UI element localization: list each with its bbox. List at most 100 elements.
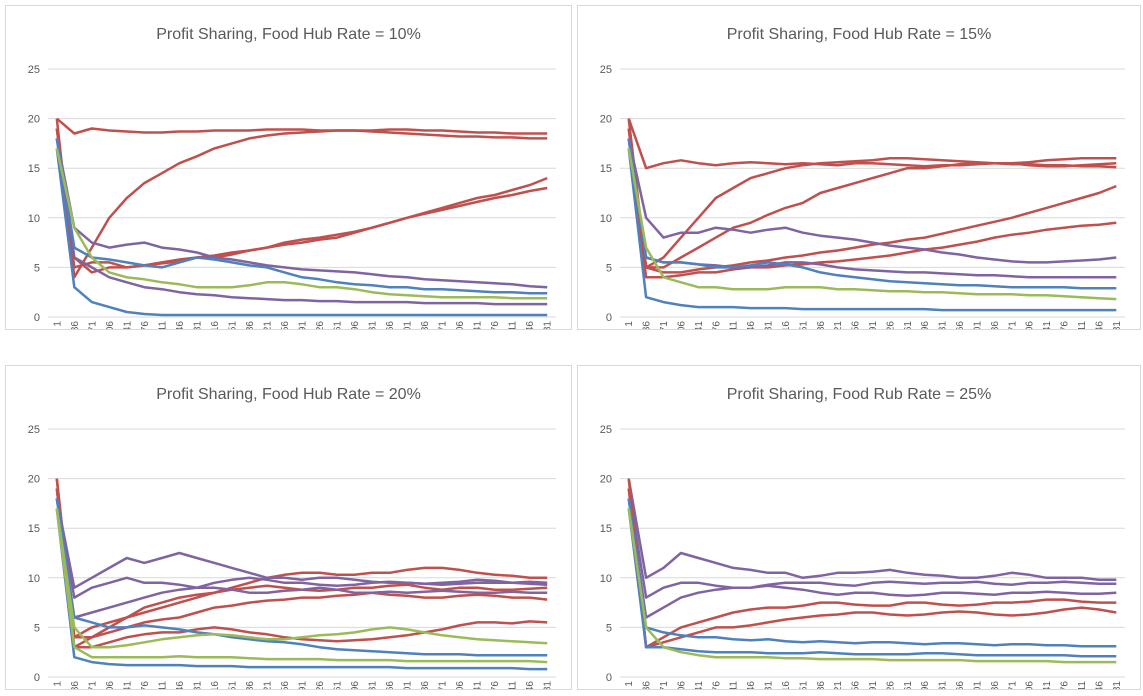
x-tick-label: 701 — [403, 681, 414, 689]
x-tick-label: 211 — [157, 321, 168, 329]
series-line — [627, 138, 1117, 264]
x-tick-label: 876 — [1060, 681, 1071, 689]
x-tick-label: 386 — [816, 321, 827, 329]
x-tick-label: 771 — [438, 321, 449, 329]
x-tick-label: 876 — [490, 321, 501, 329]
x-tick-label: 631 — [368, 321, 379, 329]
x-tick-label: 316 — [210, 321, 221, 329]
series-line — [627, 118, 1117, 170]
x-tick-label: 666 — [385, 321, 396, 329]
x-tick-label: 911 — [508, 681, 519, 689]
chart-panel: Profit Sharing, Food Hub Rate = 15% 0 5 10 1… — [577, 5, 1141, 338]
y-tick-label: 10 — [600, 573, 612, 585]
x-tick-label: 981 — [543, 681, 554, 689]
x-tick-label: 106 — [105, 321, 116, 329]
x-tick-label: 771 — [1007, 321, 1018, 329]
y-tick-label: 10 — [600, 213, 612, 225]
x-tick-label: 106 — [676, 321, 687, 329]
x-tick-label: 246 — [175, 681, 186, 689]
x-tick-label: 351 — [798, 681, 809, 689]
x-tick-label: 456 — [851, 681, 862, 689]
x-tick-label: 421 — [833, 681, 844, 689]
chart: Profit Sharing, Food Rub Rate = 25% 0 5 10 1… — [600, 386, 1125, 696]
x-tick-label: 841 — [1042, 681, 1053, 689]
x-tick-label: 1 — [52, 321, 63, 327]
x-tick-label: 211 — [729, 321, 740, 329]
x-tick-label: 316 — [781, 681, 792, 689]
series-line — [627, 128, 1117, 274]
x-tick-label: 771 — [438, 681, 449, 689]
x-tick-label: 421 — [262, 681, 273, 689]
series-line — [55, 138, 548, 295]
x-tick-label: 946 — [525, 681, 536, 689]
x-tick-label: 456 — [280, 681, 291, 689]
x-tick-label: 1 — [624, 681, 635, 687]
x-tick-label: 596 — [920, 681, 931, 689]
y-tick-label: 10 — [28, 573, 40, 585]
x-tick-label: 666 — [385, 681, 396, 689]
y-tick-label: 20 — [28, 474, 40, 486]
x-tick-label: 491 — [298, 681, 309, 689]
x-tick-label: 596 — [350, 321, 361, 329]
x-tick-label: 491 — [868, 681, 879, 689]
x-tick-label: 526 — [885, 681, 896, 689]
x-tick-label: 666 — [955, 321, 966, 329]
series-line — [55, 508, 548, 664]
y-tick-label: 25 — [28, 64, 40, 76]
x-tick-label: 141 — [122, 681, 133, 689]
y-tick-label: 0 — [34, 672, 40, 684]
y-tick-label: 20 — [600, 114, 612, 126]
series-line — [627, 148, 1117, 312]
x-tick-label: 981 — [1112, 321, 1123, 329]
series-line — [55, 498, 548, 599]
x-tick-label: 316 — [781, 321, 792, 329]
chart: Profit Sharing, Food Hub Rate = 20% 0 5 10 1… — [28, 386, 556, 696]
x-tick-label: 36 — [642, 321, 653, 329]
y-tick-label: 5 — [606, 622, 612, 634]
x-tick-label: 386 — [245, 681, 256, 689]
series-line — [627, 138, 1117, 290]
x-tick-label: 456 — [280, 321, 291, 329]
y-tick-label: 5 — [34, 262, 40, 274]
y-tick-label: 25 — [600, 424, 612, 436]
x-tick-label: 281 — [764, 681, 775, 689]
x-tick-label: 71 — [659, 321, 670, 329]
series-line — [55, 498, 548, 657]
x-tick-label: 911 — [1077, 321, 1088, 329]
x-tick-label: 946 — [1094, 681, 1105, 689]
series-line — [627, 498, 1117, 648]
series-line — [627, 478, 1117, 582]
series-line — [627, 148, 1117, 301]
x-tick-label: 281 — [192, 681, 203, 689]
x-tick-label: 351 — [798, 321, 809, 329]
chart-panel: Profit Sharing, Food Rub Rate = 25% 0 5 10 1… — [577, 365, 1141, 696]
x-tick-label: 211 — [157, 681, 168, 689]
x-tick-label: 456 — [851, 321, 862, 329]
series-line — [55, 118, 548, 279]
x-tick-label: 106 — [676, 681, 687, 689]
x-tick-label: 176 — [140, 321, 151, 329]
y-tick-label: 0 — [606, 312, 612, 324]
x-tick-label: 36 — [70, 321, 81, 329]
x-tick-label: 106 — [105, 681, 116, 689]
x-tick-label: 246 — [175, 321, 186, 329]
x-tick-label: 946 — [525, 321, 536, 329]
x-tick-label: 71 — [659, 681, 670, 689]
x-tick-label: 526 — [315, 681, 326, 689]
x-tick-label: 876 — [1060, 321, 1071, 329]
x-tick-label: 911 — [1077, 681, 1088, 689]
x-tick-label: 631 — [938, 681, 949, 689]
x-tick-label: 701 — [972, 321, 983, 329]
x-tick-label: 386 — [245, 321, 256, 329]
x-tick-label: 246 — [746, 321, 757, 329]
x-tick-label: 736 — [420, 681, 431, 689]
x-tick-label: 806 — [1025, 681, 1036, 689]
y-tick-label: 25 — [28, 424, 40, 436]
x-tick-label: 491 — [298, 321, 309, 329]
chart: Profit Sharing, Food Hub Rate = 10% 0 5 10 1… — [28, 26, 556, 338]
x-tick-label: 176 — [711, 321, 722, 329]
y-tick-label: 20 — [28, 114, 40, 126]
x-tick-label: 736 — [990, 321, 1001, 329]
chart-panel: Profit Sharing, Food Hub Rate = 10% 0 5 10 1… — [5, 5, 572, 338]
x-tick-label: 351 — [227, 681, 238, 689]
